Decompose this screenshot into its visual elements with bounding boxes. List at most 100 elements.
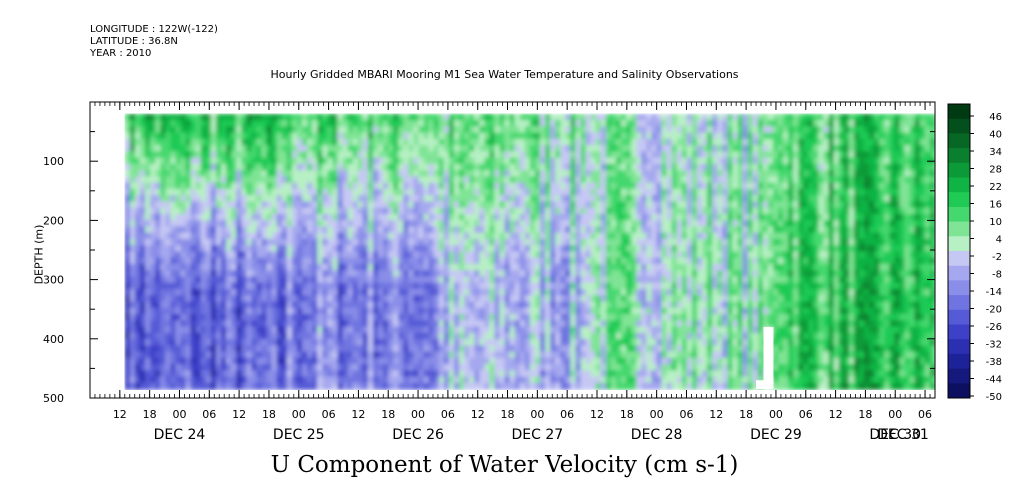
heatmap-cell: [241, 351, 248, 359]
heatmap-cell: [266, 351, 273, 359]
heatmap-cell: [570, 301, 577, 309]
heatmap-cell: [534, 188, 541, 196]
heatmap-cell: [621, 351, 627, 359]
heatmap-cell: [691, 245, 698, 253]
heatmap-cell: [393, 195, 400, 203]
heatmap-cell: [296, 357, 303, 365]
heatmap-cell: [185, 207, 192, 215]
heatmap-cell: [347, 201, 354, 209]
heatmap-cell: [398, 270, 405, 278]
heatmap-cell: [575, 207, 582, 215]
heatmap-cell: [585, 170, 592, 178]
heatmap-cell: [651, 332, 658, 340]
heatmap-cell: [600, 157, 607, 165]
heatmap-cell: [524, 238, 531, 247]
heatmap-cell: [565, 238, 572, 247]
heatmap-cell: [534, 276, 541, 284]
heatmap-cell: [590, 226, 597, 234]
heatmap-cell: [621, 307, 627, 315]
heatmap-cell: [646, 132, 653, 140]
heatmap-cell: [448, 314, 455, 322]
heatmap-cell: [185, 289, 192, 297]
heatmap-cell: [312, 126, 319, 134]
heatmap-cell: [236, 282, 243, 290]
heatmap-cell: [175, 364, 182, 372]
heatmap-cell: [332, 320, 339, 328]
heatmap-cell: [322, 301, 329, 309]
heatmap-cell: [474, 276, 481, 284]
heatmap-cell: [484, 145, 491, 153]
heatmap-cell: [332, 382, 339, 390]
heatmap-cell: [469, 376, 475, 384]
heatmap-cell: [560, 307, 567, 315]
heatmap-cell: [453, 314, 460, 322]
heatmap-cell: [438, 170, 445, 178]
heatmap-cell: [524, 157, 531, 165]
heatmap-cell: [165, 120, 172, 128]
heatmap-cell: [408, 188, 415, 196]
heatmap-cell: [418, 382, 425, 390]
heatmap-cell: [459, 151, 465, 159]
heatmap-cell: [124, 245, 131, 253]
heatmap-cell: [296, 145, 303, 153]
heatmap-cell: [261, 176, 268, 184]
heatmap-cell: [170, 326, 177, 334]
heatmap-cell: [666, 270, 673, 278]
heatmap-cell: [545, 357, 551, 365]
heatmap-cell: [433, 151, 440, 159]
heatmap-cell: [291, 263, 298, 272]
heatmap-cell: [651, 270, 658, 278]
heatmap-cell: [626, 220, 632, 228]
heatmap-cell: [170, 314, 177, 322]
heatmap-cell: [595, 170, 602, 178]
heatmap-cell: [271, 263, 278, 272]
heatmap-cell: [160, 170, 167, 178]
heatmap-cell: [210, 226, 217, 234]
heatmap-cell: [246, 157, 253, 165]
heatmap-cell: [236, 138, 243, 146]
heatmap-cell: [595, 307, 602, 315]
heatmap-cell: [433, 157, 440, 165]
heatmap-cell: [307, 351, 313, 359]
heatmap-cell: [499, 220, 506, 228]
heatmap-cell: [383, 113, 389, 121]
heatmap-cell: [621, 213, 627, 221]
heatmap-cell: [347, 370, 354, 378]
heatmap-cell: [231, 276, 237, 284]
heatmap-cell: [129, 345, 136, 353]
heatmap-cell: [403, 157, 410, 165]
heatmap-cell: [256, 314, 263, 322]
heatmap-cell: [605, 276, 612, 284]
heatmap-cell: [383, 220, 389, 228]
heatmap-cell: [560, 257, 567, 265]
heatmap-cell: [666, 376, 673, 384]
heatmap-cell: [261, 207, 268, 215]
heatmap-cell: [286, 307, 293, 315]
heatmap-cell: [155, 357, 162, 365]
heatmap-cell: [124, 120, 131, 128]
heatmap-cell: [509, 307, 516, 315]
heatmap-cell: [221, 357, 227, 365]
heatmap-cell: [691, 282, 698, 290]
heatmap-cell: [489, 376, 496, 384]
heatmap-cell: [550, 364, 557, 372]
heatmap-cell: [615, 376, 622, 384]
heatmap-cell: [205, 201, 212, 209]
heatmap-cell: [190, 126, 197, 134]
heatmap-cell: [560, 195, 567, 203]
heatmap-cell: [215, 232, 222, 240]
heatmap-cell: [671, 113, 678, 121]
heatmap-cell: [464, 220, 470, 228]
heatmap-cell: [327, 238, 334, 247]
heatmap-cell: [504, 351, 511, 359]
heatmap-cell: [615, 289, 622, 297]
heatmap-cell: [428, 151, 435, 159]
heatmap-cell: [241, 376, 248, 384]
heatmap-cell: [150, 113, 156, 121]
heatmap-cell: [494, 295, 501, 303]
heatmap-cell: [423, 282, 430, 290]
heatmap-cell: [352, 126, 359, 134]
heatmap-cell: [246, 382, 253, 390]
heatmap-cell: [296, 220, 303, 228]
heatmap-cell: [281, 113, 288, 121]
